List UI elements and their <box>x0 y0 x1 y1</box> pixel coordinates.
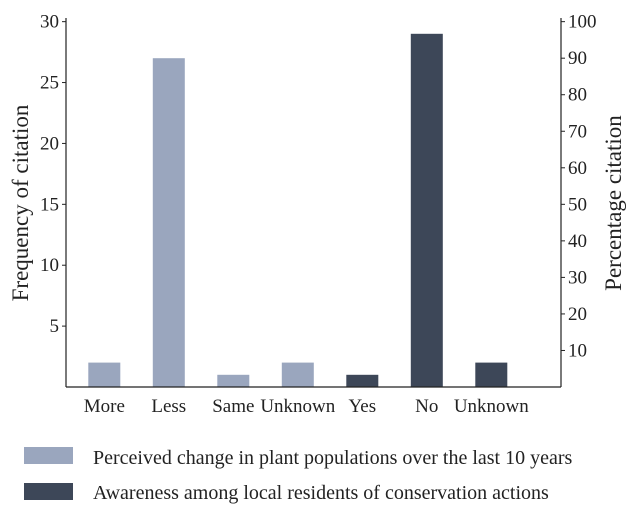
legend-swatch-series-2 <box>24 483 73 500</box>
legend-label-series-1: Perceived change in plant populations ov… <box>93 447 573 469</box>
bars <box>88 33 508 388</box>
x-tick-label: No <box>415 396 438 417</box>
bar-series-1-2 <box>152 58 185 387</box>
right-tick-label: 90 <box>568 48 587 69</box>
bar-series-2-6 <box>410 33 443 388</box>
bar-series-2-7 <box>475 362 508 387</box>
left-tick-label: 30 <box>40 12 59 33</box>
bar-series-2-5 <box>346 374 379 387</box>
x-tick-label: Yes <box>348 396 376 417</box>
right-tick-label: 30 <box>568 267 587 288</box>
legend: Perceived change in plant populations ov… <box>24 447 573 504</box>
right-tick-label: 60 <box>568 158 587 179</box>
left-tick-label: 25 <box>40 73 59 94</box>
x-tick-label: Unknown <box>454 396 529 417</box>
x-tick-label: Unknown <box>260 396 335 417</box>
axes <box>65 18 562 388</box>
left-tick-label: 5 <box>50 316 60 337</box>
right-tick-label: 50 <box>568 194 587 215</box>
bar-series-1-3 <box>217 374 250 387</box>
right-ticks: 10 20 30 40 50 60 70 80 90 100 <box>561 12 597 361</box>
x-tick-label: More <box>84 396 125 417</box>
right-tick-label: 70 <box>568 121 587 142</box>
legend-label-series-2: Awareness among local residents of conse… <box>93 482 549 504</box>
x-tick-label: Same <box>212 396 254 417</box>
right-tick-label: 100 <box>568 12 597 33</box>
left-tick-label: 10 <box>40 255 59 276</box>
bar-series-1-4 <box>281 362 314 387</box>
x-labels: More Less Same Unknown Yes No Unknown <box>84 396 530 417</box>
x-tick-label: Less <box>151 396 186 417</box>
right-tick-label: 80 <box>568 85 587 106</box>
right-tick-label: 10 <box>568 340 587 361</box>
left-ticks: 5 10 15 20 25 30 <box>40 12 66 337</box>
y-axis-title-right: Percentage citation <box>601 115 626 291</box>
legend-swatch-series-1 <box>24 447 73 464</box>
bar-series-1-1 <box>88 362 121 387</box>
left-tick-label: 15 <box>40 194 59 215</box>
left-tick-label: 20 <box>40 133 59 154</box>
y-axis-title-left: Frequency of citation <box>8 104 33 301</box>
right-tick-label: 20 <box>568 304 587 325</box>
right-tick-label: 40 <box>568 231 587 252</box>
